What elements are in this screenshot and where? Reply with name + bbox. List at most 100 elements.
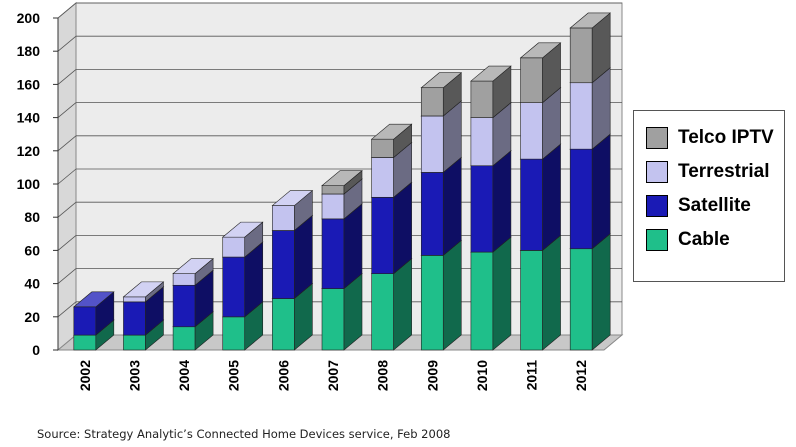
x-tick-label: 2009 — [424, 360, 440, 391]
bar-segment-terrestrial — [221, 221, 264, 258]
y-tick-label: 40 — [24, 276, 40, 292]
gridline-side — [57, 268, 77, 284]
bar-front — [272, 230, 295, 299]
bar-segment-cable — [470, 236, 512, 351]
bar-front — [172, 273, 196, 286]
bar-front — [321, 218, 345, 289]
x-tick-label: 2012 — [573, 360, 589, 391]
gridline-side — [57, 135, 77, 152]
y-tick-label: 200 — [17, 10, 41, 26]
bar-segment-telco-iptv — [370, 123, 413, 159]
bar-segment-cable — [420, 239, 463, 351]
bar-side — [492, 150, 512, 253]
bar-front — [470, 117, 494, 167]
bar-segment-cable — [569, 233, 612, 351]
bar-front — [172, 284, 196, 328]
bar-front — [420, 172, 444, 256]
bar-front — [520, 250, 543, 351]
bar-side — [393, 181, 412, 275]
y-tick-label: 0 — [32, 342, 40, 358]
y-tick-label: 140 — [17, 110, 41, 126]
bar-side — [542, 143, 561, 252]
bar-front — [123, 301, 146, 336]
bar-front — [272, 298, 295, 351]
bar-front — [321, 193, 345, 220]
bar-front — [520, 158, 543, 251]
bar-front — [520, 57, 543, 103]
bar-side — [591, 233, 611, 351]
bar-front — [321, 185, 345, 195]
bar-front — [371, 273, 394, 351]
bar-front — [371, 196, 394, 274]
y-tick-label: 180 — [17, 43, 41, 59]
bar-front — [73, 334, 97, 351]
bar-side — [492, 236, 512, 351]
bar-front — [123, 334, 146, 351]
legend-label-cable: Cable — [678, 229, 730, 250]
gridline-side — [57, 235, 77, 251]
bar-top — [321, 170, 363, 186]
legend-item-satellite: Satellite — [646, 189, 784, 223]
bar-top — [370, 123, 413, 140]
legend-item-telco-iptv: Telco IPTV — [646, 121, 784, 155]
y-tick-label: 120 — [17, 143, 41, 159]
bar-front — [222, 316, 246, 351]
bar-front — [569, 148, 593, 250]
bar-top — [271, 190, 314, 206]
gridline-side — [57, 35, 77, 52]
x-tick-label: 2011 — [524, 360, 540, 391]
legend-label-telco-iptv: Telco IPTV — [678, 127, 774, 148]
bar-front — [420, 115, 444, 173]
bar-side — [442, 156, 462, 257]
legend-swatch-cable — [646, 229, 668, 251]
bar-segment-terrestrial — [122, 281, 165, 303]
legend: Telco IPTV Terrestrial Satellite Cable — [633, 110, 785, 282]
bar-front — [222, 236, 246, 258]
bar-front — [371, 138, 394, 158]
y-tick-label: 100 — [17, 176, 41, 192]
y-tick-label: 60 — [24, 242, 40, 258]
bar-segment-telco-iptv — [569, 12, 612, 84]
bar-front — [520, 102, 543, 160]
x-tick-label: 2004 — [176, 360, 192, 391]
bar-front — [569, 248, 593, 351]
bar-front — [470, 251, 494, 351]
x-tick-label: 2007 — [325, 360, 341, 391]
bar-front — [73, 306, 97, 336]
bar-front — [272, 205, 295, 231]
bar-front — [371, 157, 394, 198]
x-tick-label: 2005 — [226, 360, 242, 391]
bar-segment-terrestrial — [271, 189, 314, 232]
bar-segment-cable — [519, 234, 562, 351]
bar-segment-satellite — [470, 150, 512, 253]
bar-top — [420, 72, 463, 89]
y-tick-label: 80 — [24, 209, 40, 225]
bar-segment-telco-iptv — [321, 170, 363, 195]
y-tick-label: 20 — [24, 309, 40, 325]
bar-top — [221, 221, 264, 238]
bar-top — [122, 281, 165, 298]
gridline-side — [57, 2, 77, 19]
bar-side — [591, 133, 611, 250]
legend-item-cable: Cable — [646, 223, 784, 257]
legend-label-satellite: Satellite — [678, 195, 751, 216]
bar-front — [569, 27, 593, 84]
bar-side — [542, 234, 561, 351]
bar-top — [569, 12, 612, 29]
x-tick-label: 2010 — [474, 360, 490, 391]
bar-front — [470, 80, 494, 118]
bar-top — [519, 42, 562, 59]
x-tick-label: 2003 — [126, 360, 142, 391]
bar-segment-terrestrial — [172, 257, 214, 286]
bar-front — [123, 296, 146, 303]
legend-swatch-satellite — [646, 195, 668, 217]
legend-swatch-terrestrial — [646, 161, 668, 183]
bar-segment-satellite — [519, 143, 562, 252]
bar-front — [321, 288, 345, 351]
bars — [72, 12, 612, 351]
source-note: Source: Strategy Analytic’s Connected Ho… — [37, 427, 451, 441]
bar-front — [420, 255, 444, 351]
bar-top — [470, 65, 512, 82]
bar-segment-telco-iptv — [470, 65, 512, 119]
